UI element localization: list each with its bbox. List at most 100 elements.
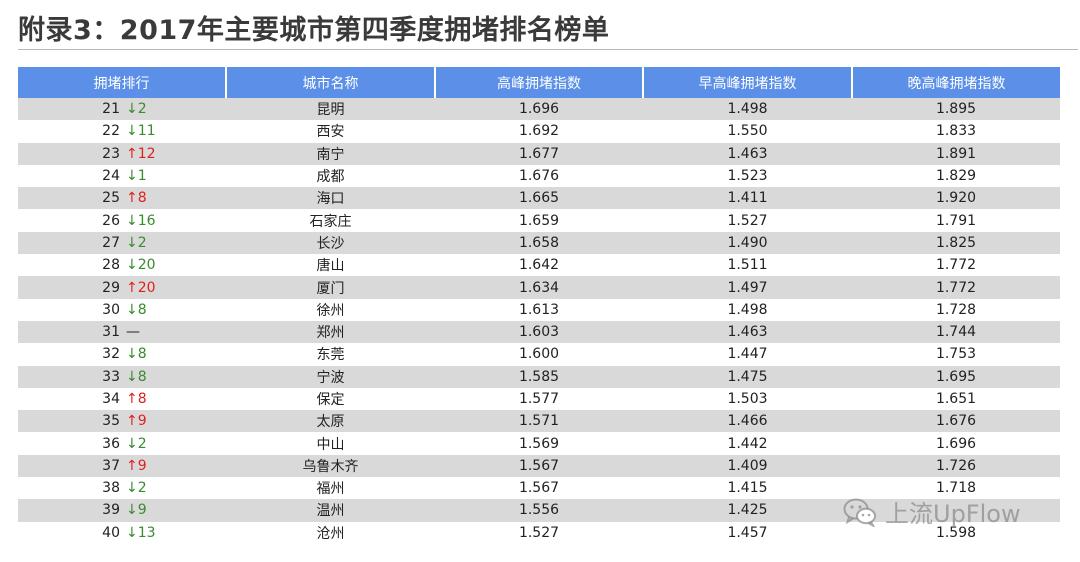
- rank-number: 37: [102, 457, 120, 474]
- header-evening-peak-index: 晚高峰拥堵指数: [851, 67, 1060, 98]
- rank-cell: 38 ↓2: [18, 477, 226, 500]
- rank-change: ↑8: [126, 391, 147, 407]
- evening-peak-index: 1.753: [852, 343, 1060, 366]
- city-name: 石家庄: [226, 209, 435, 232]
- city-name: 温州: [226, 499, 435, 522]
- evening-peak-index: 1.598: [852, 521, 1060, 544]
- rank-change: ↓16: [126, 212, 156, 229]
- morning-peak-index: 1.466: [643, 410, 852, 433]
- morning-peak-index: 1.503: [643, 387, 852, 411]
- peak-index: 1.577: [435, 387, 643, 411]
- evening-peak-index: 1.829: [852, 164, 1060, 188]
- peak-index: 1.567: [435, 477, 643, 500]
- rank-change: ↓20: [126, 257, 156, 274]
- rank-change: ↑9: [126, 457, 147, 474]
- table-row: 40 ↓13 沧州 1.527 1.457 1.598: [18, 521, 1060, 544]
- peak-index: 1.692: [435, 120, 643, 143]
- morning-peak-index: 1.497: [643, 276, 852, 299]
- morning-peak-index: 1.457: [643, 521, 852, 544]
- peak-index: 1.569: [435, 432, 643, 455]
- rank-change: ↓2: [126, 101, 147, 118]
- evening-peak-index: 1.825: [852, 231, 1060, 255]
- table-row: 30 ↓8 徐州 1.613 1.498 1.728: [18, 298, 1060, 321]
- rank-change: ↓9: [126, 502, 147, 519]
- rank-number: 32: [102, 346, 120, 363]
- title-divider: [18, 49, 1078, 50]
- rank-change: ↓2: [126, 480, 147, 497]
- rank-number: 21: [102, 101, 120, 118]
- page-title: 附录3：2017年主要城市第四季度拥堵排名榜单: [18, 15, 610, 46]
- rank-number: 24: [102, 168, 120, 185]
- evening-peak-index: 1.676: [852, 410, 1060, 433]
- peak-index: 1.665: [435, 187, 643, 210]
- rank-cell: 25 ↑8: [18, 187, 226, 210]
- header-city: 城市名称: [225, 67, 435, 98]
- peak-index: 1.600: [435, 343, 643, 366]
- table-header-row: 拥堵排行 城市名称 高峰拥堵指数 早高峰拥堵指数 晚高峰拥堵指数: [18, 67, 1060, 98]
- city-name: 唐山: [226, 254, 435, 277]
- table-row: 35 ↑9 太原 1.571 1.466 1.676: [18, 410, 1060, 433]
- table-row: 26 ↓16 石家庄 1.659 1.527 1.791: [18, 209, 1060, 232]
- city-name: 南宁: [226, 142, 435, 165]
- header-morning-peak-index: 早高峰拥堵指数: [642, 67, 852, 98]
- morning-peak-index: 1.475: [643, 365, 852, 388]
- morning-peak-index: 1.409: [643, 454, 852, 478]
- rank-number: 25: [102, 190, 120, 207]
- peak-index: 1.677: [435, 142, 643, 165]
- rank-number: 40: [102, 524, 120, 541]
- evening-peak-index: 1.651: [852, 387, 1060, 411]
- rank-cell: 26 ↓16: [18, 209, 226, 232]
- rank-cell: 40 ↓13: [18, 521, 226, 544]
- rank-number: 38: [102, 480, 120, 497]
- rank-change: ↑20: [126, 279, 156, 296]
- rank-cell: 39 ↓9: [18, 499, 226, 522]
- rank-number: 28: [102, 257, 120, 274]
- rank-number: 33: [102, 368, 120, 385]
- evening-peak-index: 1.726: [852, 454, 1060, 478]
- rank-number: 36: [102, 435, 120, 452]
- morning-peak-index: 1.442: [643, 432, 852, 455]
- rank-number: 29: [102, 279, 120, 296]
- rank-cell: 23 ↑12: [18, 142, 226, 165]
- evening-peak-index: 1.833: [852, 120, 1060, 143]
- table-row: 23 ↑12 南宁 1.677 1.463 1.891: [18, 142, 1060, 165]
- peak-index: 1.527: [435, 521, 643, 544]
- table-body: 21 ↓2 昆明 1.696 1.498 1.895 22 ↓11 西安 1.692 1.550 1.…: [18, 98, 1060, 544]
- city-name: 东莞: [226, 343, 435, 366]
- city-name: 西安: [226, 120, 435, 143]
- evening-peak-index: 1.728: [852, 298, 1060, 321]
- table-row: 25 ↑8 海口 1.665 1.411 1.920: [18, 187, 1060, 210]
- rank-number: 23: [102, 145, 120, 162]
- rank-change: ↓2: [126, 435, 147, 452]
- rank-change: ↓13: [126, 524, 156, 541]
- rank-change: ↑12: [126, 145, 156, 162]
- peak-index: 1.603: [435, 320, 643, 344]
- peak-index: 1.567: [435, 454, 643, 478]
- peak-index: 1.642: [435, 254, 643, 277]
- city-name: 郑州: [226, 320, 435, 344]
- evening-peak-index: 1.695: [852, 365, 1060, 388]
- city-name: 徐州: [226, 298, 435, 321]
- table-row: 34 ↑8 保定 1.577 1.503 1.651: [18, 387, 1060, 411]
- table-row: 36 ↓2 中山 1.569 1.442 1.696: [18, 432, 1060, 455]
- morning-peak-index: 1.498: [643, 298, 852, 321]
- city-name: 宁波: [226, 365, 435, 388]
- rank-number: 34: [102, 391, 120, 407]
- evening-peak-index: 1.891: [852, 142, 1060, 165]
- rank-cell: 35 ↑9: [18, 410, 226, 433]
- peak-index: 1.556: [435, 499, 643, 522]
- table-row: 31 — 郑州 1.603 1.463 1.744: [18, 320, 1060, 344]
- rank-change: ↑8: [126, 190, 147, 207]
- morning-peak-index: 1.523: [643, 164, 852, 188]
- city-name: 保定: [226, 387, 435, 411]
- congestion-ranking-table: 拥堵排行 城市名称 高峰拥堵指数 早高峰拥堵指数 晚高峰拥堵指数 21 ↓2 昆明 1…: [18, 67, 1060, 544]
- table-row: 27 ↓2 长沙 1.658 1.490 1.825: [18, 231, 1060, 255]
- city-name: 中山: [226, 432, 435, 455]
- evening-peak-index: 1.744: [852, 320, 1060, 344]
- peak-index: 1.696: [435, 98, 643, 121]
- table-row: 37 ↑9 乌鲁木齐 1.567 1.409 1.726: [18, 454, 1060, 478]
- morning-peak-index: 1.527: [643, 209, 852, 232]
- rank-cell: 29 ↑20: [18, 276, 226, 299]
- rank-cell: 27 ↓2: [18, 231, 226, 255]
- city-name: 厦门: [226, 276, 435, 299]
